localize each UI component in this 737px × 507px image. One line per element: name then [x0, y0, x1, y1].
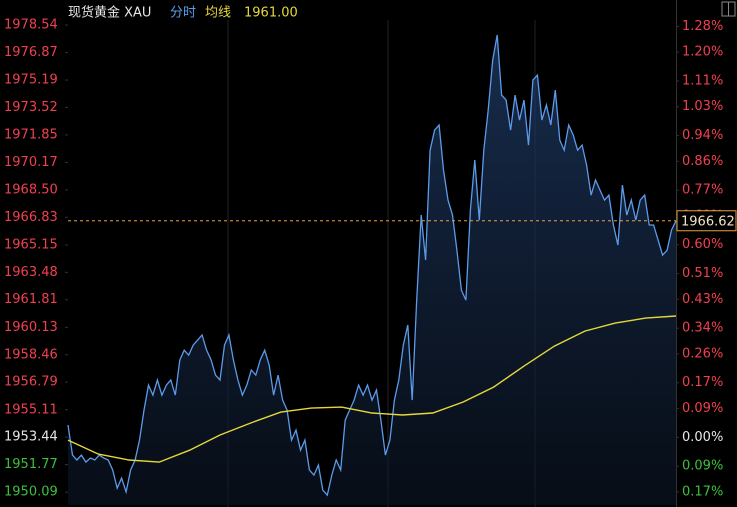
- y2-tick-label: 0.17%: [682, 484, 723, 499]
- y-tick-label: 1953.44: [4, 430, 58, 445]
- y2-tick-label: 0.77%: [682, 183, 723, 198]
- y-tick-label: 1950.09: [4, 485, 58, 500]
- y-tick-label: 1970.17: [4, 155, 58, 170]
- y2-tick-label: 0.09%: [682, 401, 723, 416]
- y-tick-label: 1965.15: [4, 237, 58, 252]
- y2-tick-label: 0.86%: [682, 154, 723, 169]
- last-price-box: [676, 210, 737, 232]
- y-tick-label: 1963.48: [4, 265, 58, 280]
- y2-tick-label: 0.17%: [682, 375, 723, 390]
- y-tick-label: 1951.77: [4, 457, 58, 472]
- y-tick-label: 1960.13: [4, 320, 58, 335]
- y2-tick-label: 0.43%: [682, 292, 723, 307]
- area-fill: [68, 35, 676, 505]
- y2-tick-label: 1.11%: [682, 74, 723, 89]
- y-tick-label: 1961.81: [4, 292, 58, 307]
- y2-tick-label: 0.51%: [682, 266, 723, 281]
- y-tick-label: 1971.85: [4, 127, 58, 142]
- y2-tick-label: 0.09%: [682, 459, 723, 474]
- legend-entry: 分时: [170, 6, 196, 21]
- y2-tick-label: 0.94%: [682, 128, 723, 143]
- last-price-label: 1966.62: [681, 214, 735, 229]
- chart-title: 现货黄金 XAU: [68, 5, 151, 21]
- y-tick-label: 1958.46: [4, 347, 58, 362]
- y2-tick-label: 0.60%: [682, 237, 723, 252]
- legend-value: 1961.00: [244, 6, 298, 21]
- y2-tick-label: 0.00%: [682, 430, 723, 445]
- y-tick-label: 1968.50: [4, 182, 58, 197]
- y-tick-label: 1976.87: [4, 45, 58, 60]
- price-line: [67, 34, 677, 497]
- y-tick-label: 1973.52: [4, 100, 58, 115]
- y2-tick-label: 0.26%: [682, 346, 723, 361]
- y-tick-label: 1955.11: [4, 402, 58, 417]
- y2-tick-label: 1.20%: [682, 45, 723, 60]
- y2-tick-label: 1.03%: [682, 99, 723, 114]
- legend-entry: 均线: [205, 6, 231, 21]
- y-tick-label: 1956.79: [4, 375, 58, 390]
- price-line: [67, 315, 677, 463]
- y2-tick-label: 1.28%: [682, 19, 723, 34]
- y2-tick-label: 0.34%: [682, 321, 723, 336]
- y-tick-label: 1975.19: [4, 73, 58, 88]
- y-tick-label: 1978.54: [4, 18, 58, 33]
- y-tick-label: 1966.83: [4, 210, 58, 225]
